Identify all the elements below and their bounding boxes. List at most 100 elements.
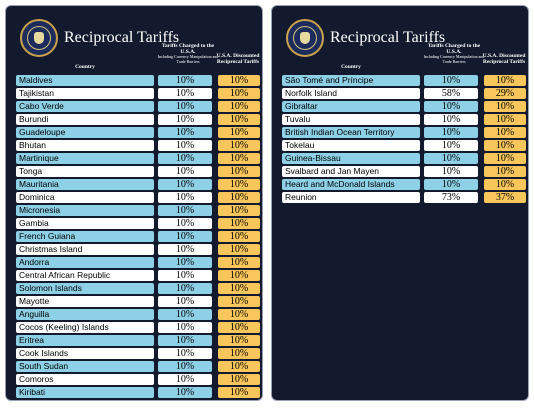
country-cell: Martinique — [16, 153, 154, 164]
tariff-discounted-cell: 10% — [484, 153, 526, 164]
tariff-charged-cell: 10% — [158, 348, 212, 359]
header-charged-label: Tariffs Charged to the U.S.A. — [427, 43, 481, 55]
panel-title: Reciprocal Tariffs — [64, 29, 180, 46]
presidential-seal-icon — [20, 19, 58, 57]
tariff-discounted-cell: 10% — [218, 153, 260, 164]
tariff-charged-cell: 10% — [158, 335, 212, 346]
tariff-charged-cell: 10% — [158, 231, 212, 242]
tariff-charged-cell: 10% — [158, 153, 212, 164]
tariff-discounted-cell: 10% — [218, 75, 260, 86]
country-cell: Cabo Verde — [16, 101, 154, 112]
country-cell: Cocos (Keeling) Islands — [16, 322, 154, 333]
tariff-discounted-cell: 10% — [218, 244, 260, 255]
country-cell: Anguilla — [16, 309, 154, 320]
country-cell: Bhutan — [16, 140, 154, 151]
tariff-discounted-cell: 10% — [484, 75, 526, 86]
tariff-discounted-cell: 10% — [218, 283, 260, 294]
country-cell: Comoros — [16, 374, 154, 385]
tariff-discounted-cell: 10% — [484, 127, 526, 138]
country-cell: Maldives — [16, 75, 154, 86]
tariff-discounted-cell: 10% — [218, 270, 260, 281]
country-cell: Cook Islands — [16, 348, 154, 359]
tariff-charged-cell: 10% — [424, 153, 478, 164]
header-country: Country — [75, 64, 95, 70]
country-cell: Christmas Island — [16, 244, 154, 255]
tariff-discounted-cell: 10% — [218, 231, 260, 242]
tariff-discounted-cell: 10% — [484, 101, 526, 112]
header-charged-sub: Including Currency Manipulation and Trad… — [423, 54, 485, 64]
tariff-charged-cell: 10% — [158, 179, 212, 190]
country-cell: Burundi — [16, 114, 154, 125]
presidential-seal-icon — [286, 19, 324, 57]
tariff-panel-left: Reciprocal Tariffs Tariffs Charged to th… — [5, 5, 263, 401]
tariff-charged-cell: 10% — [158, 166, 212, 177]
tariff-charged-cell: 10% — [424, 179, 478, 190]
panel-title: Reciprocal Tariffs — [330, 29, 446, 46]
tariff-charged-cell: 10% — [158, 322, 212, 333]
tariff-discounted-cell: 10% — [484, 166, 526, 177]
tariff-discounted-cell: 10% — [218, 361, 260, 372]
tariff-discounted-cell: 10% — [218, 127, 260, 138]
tariff-discounted-cell: 10% — [218, 348, 260, 359]
tariff-charged-cell: 10% — [158, 205, 212, 216]
tariff-charged-cell: 10% — [158, 218, 212, 229]
tariff-charged-cell: 10% — [158, 283, 212, 294]
country-cell: Gibraltar — [282, 101, 420, 112]
tariff-discounted-cell: 10% — [218, 114, 260, 125]
tariff-discounted-cell: 10% — [218, 387, 260, 398]
tariff-charged-cell: 10% — [158, 257, 212, 268]
country-cell: South Sudan — [16, 361, 154, 372]
tariff-discounted-cell: 10% — [218, 218, 260, 229]
tariff-charged-cell: 10% — [158, 88, 212, 99]
header-charged-label: Tariffs Charged to the U.S.A. — [161, 43, 215, 55]
tariff-charged-cell: 10% — [424, 140, 478, 151]
tariff-discounted-cell: 10% — [218, 101, 260, 112]
tariff-charged-cell: 10% — [158, 361, 212, 372]
tariff-discounted-cell: 10% — [218, 322, 260, 333]
tariff-panel-right: Reciprocal Tariffs Tariffs Charged to th… — [271, 5, 529, 401]
tariff-charged-cell: 10% — [424, 101, 478, 112]
country-cell: Norfolk Island — [282, 88, 420, 99]
tariff-discounted-cell: 10% — [218, 88, 260, 99]
tariff-charged-cell: 73% — [424, 192, 478, 203]
country-cell: Mayotte — [16, 296, 154, 307]
header-country: Country — [341, 64, 361, 70]
country-cell: Dominica — [16, 192, 154, 203]
country-cell: Guadeloupe — [16, 127, 154, 138]
tariff-charged-cell: 10% — [158, 192, 212, 203]
tariff-charged-cell: 10% — [158, 114, 212, 125]
country-cell: Micronesia — [16, 205, 154, 216]
tariff-discounted-cell: 10% — [484, 179, 526, 190]
tariff-charged-cell: 10% — [158, 296, 212, 307]
country-cell: Solomon Islands — [16, 283, 154, 294]
tariff-charged-cell: 10% — [158, 127, 212, 138]
country-cell: French Guiana — [16, 231, 154, 242]
tariff-discounted-cell: 10% — [218, 205, 260, 216]
tariff-discounted-cell: 10% — [218, 179, 260, 190]
country-cell: Guinea-Bissau — [282, 153, 420, 164]
country-cell: Mauritania — [16, 179, 154, 190]
tariff-charged-cell: 10% — [158, 75, 212, 86]
header-charged: Tariffs Charged to the U.S.A. Including … — [422, 43, 486, 64]
tariff-discounted-cell: 10% — [484, 140, 526, 151]
country-cell: Eritrea — [16, 335, 154, 346]
tariff-charged-cell: 10% — [424, 166, 478, 177]
tariff-charged-cell: 10% — [424, 127, 478, 138]
header-discounted: U.S.A. Discounted Reciprocal Tariffs — [216, 53, 260, 65]
country-cell: British Indian Ocean Territory — [282, 127, 420, 138]
tariff-charged-cell: 10% — [158, 387, 212, 398]
country-cell: Reunion — [282, 192, 420, 203]
tariff-charged-cell: 58% — [424, 88, 478, 99]
tariff-discounted-cell: 10% — [218, 257, 260, 268]
tariff-charged-cell: 10% — [158, 374, 212, 385]
country-cell: Svalbard and Jan Mayen — [282, 166, 420, 177]
country-cell: Andorra — [16, 257, 154, 268]
tariff-discounted-cell: 10% — [218, 140, 260, 151]
tariff-discounted-cell: 10% — [218, 166, 260, 177]
tariff-charged-cell: 10% — [424, 114, 478, 125]
tariff-discounted-cell: 10% — [218, 309, 260, 320]
tariff-charged-cell: 10% — [158, 101, 212, 112]
tariff-charged-cell: 10% — [158, 309, 212, 320]
header-charged-sub: Including Currency Manipulation and Trad… — [157, 54, 219, 64]
country-cell: Tajikistan — [16, 88, 154, 99]
